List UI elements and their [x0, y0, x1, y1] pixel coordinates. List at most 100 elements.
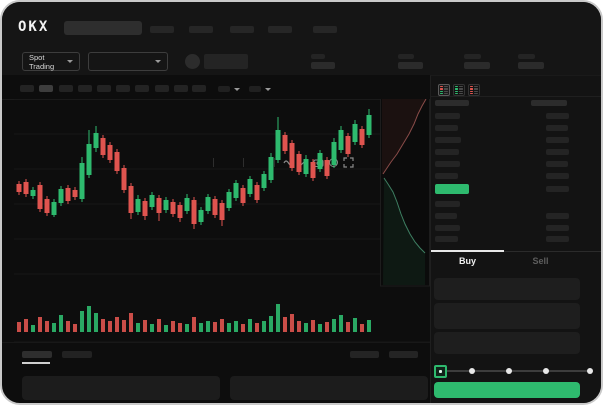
ask-row-amount[interactable]	[546, 149, 569, 155]
depth-chart-background	[380, 99, 430, 287]
bid-row-price[interactable]	[435, 225, 460, 231]
stat-label	[518, 54, 535, 59]
volume-bar	[192, 317, 196, 332]
timeframe-button[interactable]	[135, 85, 149, 92]
candlestick	[359, 129, 365, 145]
candlestick	[65, 188, 71, 201]
ask-row-price[interactable]	[435, 161, 460, 167]
ask-row-price[interactable]	[435, 137, 461, 143]
orderbook-view-both-icon[interactable]	[438, 84, 450, 96]
slider-dot[interactable]	[469, 368, 475, 374]
search-input[interactable]	[64, 21, 142, 35]
candlestick	[282, 135, 288, 151]
ask-row-price[interactable]	[435, 149, 459, 155]
bid-row-price[interactable]	[435, 213, 457, 219]
timeframe-button[interactable]	[116, 85, 130, 92]
volume-bar	[115, 317, 119, 332]
footer-tab-indicator	[22, 362, 50, 364]
timeframe-button[interactable]	[174, 85, 188, 92]
timeframe-button[interactable]	[59, 85, 73, 92]
market-type-dropdown[interactable]: Spot Trading	[22, 52, 80, 71]
chevron-down-icon[interactable]	[265, 88, 271, 91]
orderbook-view-bids-icon[interactable]	[453, 84, 465, 96]
candlestick	[149, 195, 155, 207]
okx-logo: OKX	[18, 19, 50, 35]
candlestick	[275, 130, 281, 160]
stat-label	[398, 54, 414, 59]
candlestick-chart[interactable]	[2, 99, 430, 344]
order-input-3[interactable]	[434, 332, 580, 354]
volume-bar	[143, 320, 147, 332]
timeframe-button[interactable]	[20, 85, 34, 92]
slider-dot[interactable]	[543, 368, 549, 374]
candlestick	[44, 199, 50, 213]
candlestick	[254, 185, 260, 200]
candle-type-dropdown[interactable]	[218, 86, 230, 92]
bid-row-amount[interactable]	[546, 225, 569, 231]
ask-row-amount[interactable]	[546, 113, 569, 119]
bottom-panel	[22, 376, 220, 400]
volume-bar	[304, 323, 308, 332]
candlestick	[128, 186, 134, 213]
chevron-down-icon	[67, 60, 73, 63]
chevron-down-icon[interactable]	[234, 88, 240, 91]
fullscreen-icon[interactable]	[343, 157, 354, 168]
candlestick	[72, 190, 78, 197]
ask-row-amount[interactable]	[546, 137, 569, 143]
volume-bar	[171, 321, 175, 332]
tab-buy[interactable]: Buy	[458, 256, 476, 266]
stat-value	[398, 62, 423, 69]
footer-tab[interactable]	[62, 351, 92, 358]
bid-row-price[interactable]	[435, 201, 460, 207]
ask-row-price[interactable]	[435, 173, 458, 179]
slider-dot[interactable]	[506, 368, 512, 374]
candlestick	[268, 157, 274, 180]
nav-item[interactable]	[150, 26, 174, 33]
pair-selector-dropdown[interactable]	[88, 52, 168, 71]
nav-item[interactable]	[313, 26, 337, 33]
timeframe-button[interactable]	[78, 85, 92, 92]
last-price-badge[interactable]	[435, 184, 469, 194]
candlestick	[331, 142, 337, 165]
volume-bar	[248, 319, 252, 332]
bid-row-price[interactable]	[435, 236, 458, 242]
timeframe-button[interactable]	[192, 85, 206, 92]
slider-dot[interactable]	[587, 368, 593, 374]
slider-handle[interactable]	[434, 365, 447, 378]
timeframe-button[interactable]	[97, 85, 111, 92]
chart-style-dropdown[interactable]	[249, 86, 261, 92]
footer-tab[interactable]	[22, 351, 52, 358]
candlestick	[303, 159, 309, 174]
volume-bar	[108, 321, 112, 332]
nav-item[interactable]	[230, 26, 254, 33]
depth-bids-line	[383, 177, 426, 254]
candlestick	[261, 174, 267, 188]
footer-action[interactable]	[389, 351, 418, 358]
nav-item[interactable]	[189, 26, 213, 33]
ask-row-amount[interactable]	[546, 125, 568, 131]
order-input-2[interactable]	[434, 303, 580, 329]
candlestick	[51, 202, 57, 215]
candlestick	[135, 199, 141, 212]
footer-action[interactable]	[350, 351, 379, 358]
ask-row-amount[interactable]	[546, 173, 569, 179]
bid-row-amount[interactable]	[546, 236, 569, 242]
volume-bar	[52, 323, 56, 332]
bid-row-amount[interactable]	[546, 213, 569, 219]
ask-row-price[interactable]	[435, 113, 460, 119]
volume-bar	[87, 306, 91, 332]
timeframe-button[interactable]	[39, 85, 53, 92]
volume-bar	[94, 313, 98, 332]
ask-row-amount[interactable]	[546, 161, 568, 167]
nav-item[interactable]	[268, 26, 292, 33]
order-input-1[interactable]	[434, 278, 580, 300]
candlestick	[184, 198, 190, 211]
timeframe-button[interactable]	[155, 85, 169, 92]
volume-bar	[73, 324, 77, 332]
ask-row-price[interactable]	[435, 125, 458, 131]
tab-sell[interactable]: Sell	[532, 256, 549, 266]
buy-button[interactable]	[434, 382, 580, 398]
candlestick	[240, 188, 246, 203]
orderbook-view-asks-icon[interactable]	[468, 84, 480, 96]
slider-track[interactable]	[439, 370, 589, 372]
